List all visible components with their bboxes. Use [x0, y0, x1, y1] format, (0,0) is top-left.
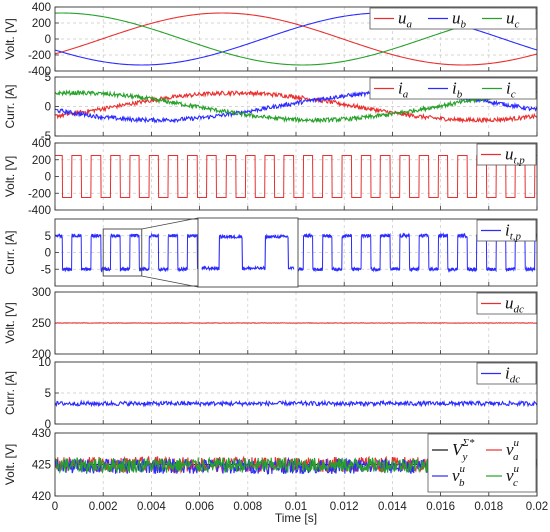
- series-group: [55, 322, 537, 324]
- y-axis-label: Volt. [V]: [3, 444, 17, 485]
- zoom-connector: [141, 217, 199, 230]
- y-tick-label: 0: [45, 248, 51, 260]
- zoom-inset: [141, 217, 299, 288]
- legend-label: ic: [506, 79, 516, 101]
- y-axis-label: Volt. [V]: [3, 302, 17, 343]
- legend: udc: [476, 292, 537, 316]
- series-line-i_c: [55, 89, 537, 124]
- y-tick-label: 200: [32, 155, 51, 167]
- legend: it,p: [476, 219, 537, 243]
- subplot-4: 5 0 -5 Curr. [A] it,p: [3, 217, 538, 288]
- series-line-u_a: [55, 12, 537, 66]
- zoom-inset-line: [201, 233, 295, 272]
- zoom-source-box: [102, 228, 143, 277]
- legend-label: vu c: [506, 463, 520, 489]
- x-tick-label: 0.016: [426, 501, 455, 513]
- y-tick-label: 5: [45, 388, 51, 400]
- legend: idc: [476, 362, 537, 386]
- y-axis-label: Curr. [A]: [3, 230, 17, 274]
- y-tick-label: -200: [28, 50, 51, 62]
- subplot-3: 400 200 0 -200 -400 Volt. [V] ut,p: [3, 138, 538, 217]
- x-tick-label: 0.004: [137, 501, 166, 513]
- subplot-2: 5 0 -5 Curr. [A] ia ib ic: [3, 72, 538, 143]
- y-axis-label: Volt. [V]: [3, 156, 17, 197]
- legend-label: vu a: [506, 437, 520, 463]
- y-tick-label: 400: [32, 138, 51, 150]
- y-tick-label: 0: [45, 34, 51, 46]
- legend: VΣ* y vu avu b vu c: [427, 433, 537, 493]
- legend-label: ib: [452, 79, 463, 101]
- legend-box: [369, 7, 537, 30]
- y-tick-label: 250: [32, 318, 51, 330]
- subplot-1: 400 200 0 -200 -400 Volt. [V] ua ub uc: [3, 2, 538, 78]
- legend-box: [427, 433, 537, 493]
- x-tick-label: 0.014: [378, 501, 407, 513]
- series-line-i_dc: [55, 399, 537, 408]
- legend: ia ib ic: [369, 77, 537, 101]
- y-axis-label: Volt. [V]: [3, 18, 17, 59]
- y-tick-label: 425: [32, 460, 51, 472]
- series-group: [55, 399, 537, 408]
- x-tick-label: 0.02: [526, 501, 548, 513]
- y-axis-label: Curr. [A]: [3, 371, 17, 415]
- y-tick-label: 200: [32, 18, 51, 30]
- y-tick-label: 0: [45, 102, 51, 114]
- y-tick-label: 430: [32, 428, 51, 440]
- y-tick-label: -400: [28, 66, 51, 78]
- legend-box: [476, 362, 537, 385]
- legend-label: vu b: [452, 463, 466, 489]
- y-tick-label: 420: [32, 491, 51, 503]
- x-tick-label: 0.008: [233, 501, 262, 513]
- y-tick-label: 5: [45, 231, 51, 243]
- subplot-6: 10 5 0 Curr. [A] idc: [3, 357, 538, 431]
- y-tick-label: 0: [45, 172, 51, 184]
- legend: ut,p: [476, 143, 537, 167]
- y-tick-label: -400: [28, 205, 51, 217]
- y-tick-label: 5: [45, 72, 51, 84]
- y-tick-label: 0: [45, 419, 51, 431]
- x-tick-label: 0.01: [285, 501, 307, 513]
- legend-box: [369, 77, 537, 100]
- series-line-u_dc: [55, 322, 537, 324]
- series-group: [55, 155, 537, 198]
- subplot-5: 300 250 200 Volt. [V] udc: [3, 287, 538, 361]
- y-axis-label: Curr. [A]: [3, 84, 17, 128]
- series-line-i_a: [55, 89, 537, 124]
- legend-label: ia: [398, 79, 409, 101]
- y-tick-label: -5: [41, 131, 51, 143]
- x-axis-label: Time [s]: [275, 511, 317, 525]
- legend-box: [476, 219, 537, 242]
- legend-box: [476, 292, 537, 315]
- y-tick-label: 200: [32, 349, 51, 361]
- x-tick-label: 0.012: [330, 501, 359, 513]
- y-tick-label: 300: [32, 287, 51, 299]
- zoom-connector: [141, 275, 199, 288]
- y-tick-label: -5: [41, 264, 51, 276]
- zoom-inset-frame: [197, 217, 299, 288]
- y-tick-label: 400: [32, 2, 51, 14]
- x-tick-label: 0.002: [89, 501, 118, 513]
- x-tick-label: 0: [52, 501, 58, 513]
- y-tick-label: 10: [38, 357, 51, 369]
- x-tick-label: 0.006: [185, 501, 214, 513]
- x-tick-label: 0.018: [474, 501, 503, 513]
- legend: ua ub uc: [369, 7, 537, 31]
- series-line-u_t,p: [55, 155, 537, 198]
- legend-box: [476, 143, 537, 166]
- y-tick-label: -200: [28, 188, 51, 200]
